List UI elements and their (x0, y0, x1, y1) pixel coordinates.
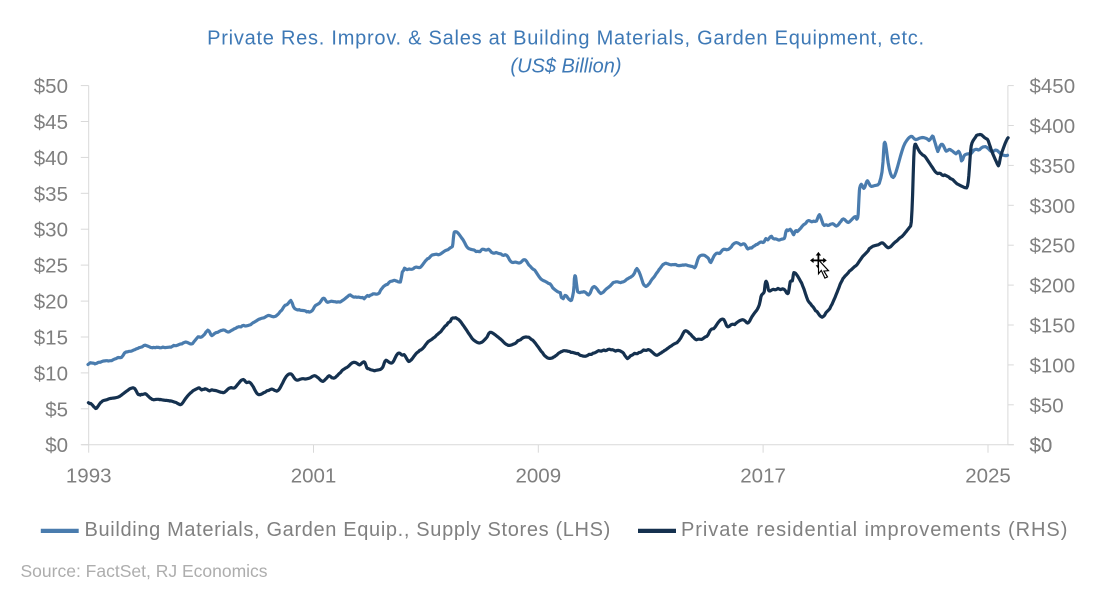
svg-text:$250: $250 (1030, 235, 1076, 258)
svg-text:Private Res. Improv. & Sales a: Private Res. Improv. & Sales at Building… (207, 28, 925, 50)
svg-text:$15: $15 (34, 327, 68, 350)
svg-text:$25: $25 (34, 255, 68, 278)
svg-text:$40: $40 (34, 147, 68, 170)
svg-text:$5: $5 (45, 398, 68, 421)
svg-text:$350: $350 (1030, 155, 1076, 178)
svg-text:Private residential improvemen: Private residential improvements (RHS) (681, 519, 1068, 541)
svg-text:Source: FactSet, RJ Economics: Source: FactSet, RJ Economics (21, 561, 268, 581)
svg-text:$45: $45 (34, 111, 68, 134)
svg-text:$35: $35 (34, 183, 68, 206)
svg-text:2025: 2025 (965, 465, 1011, 488)
svg-text:$150: $150 (1030, 315, 1076, 338)
svg-text:$450: $450 (1030, 75, 1076, 98)
svg-text:$10: $10 (34, 362, 68, 385)
svg-text:$50: $50 (34, 75, 68, 98)
svg-text:$30: $30 (34, 219, 68, 242)
svg-text:2017: 2017 (740, 465, 786, 488)
svg-text:Building Materials, Garden Equ: Building Materials, Garden Equip., Suppl… (85, 519, 611, 541)
svg-text:$50: $50 (1030, 394, 1064, 417)
svg-text:2001: 2001 (291, 465, 337, 488)
svg-text:$0: $0 (45, 434, 68, 457)
svg-text:(US$ Billion): (US$ Billion) (510, 56, 621, 78)
svg-text:$400: $400 (1030, 115, 1076, 138)
svg-text:2009: 2009 (515, 465, 561, 488)
svg-text:$20: $20 (34, 291, 68, 314)
svg-text:$0: $0 (1030, 434, 1053, 457)
svg-text:$300: $300 (1030, 195, 1076, 218)
svg-text:1993: 1993 (66, 465, 112, 488)
svg-text:$200: $200 (1030, 275, 1076, 298)
svg-text:$100: $100 (1030, 354, 1076, 377)
svg-text:$0: $0 (1030, 434, 1053, 457)
